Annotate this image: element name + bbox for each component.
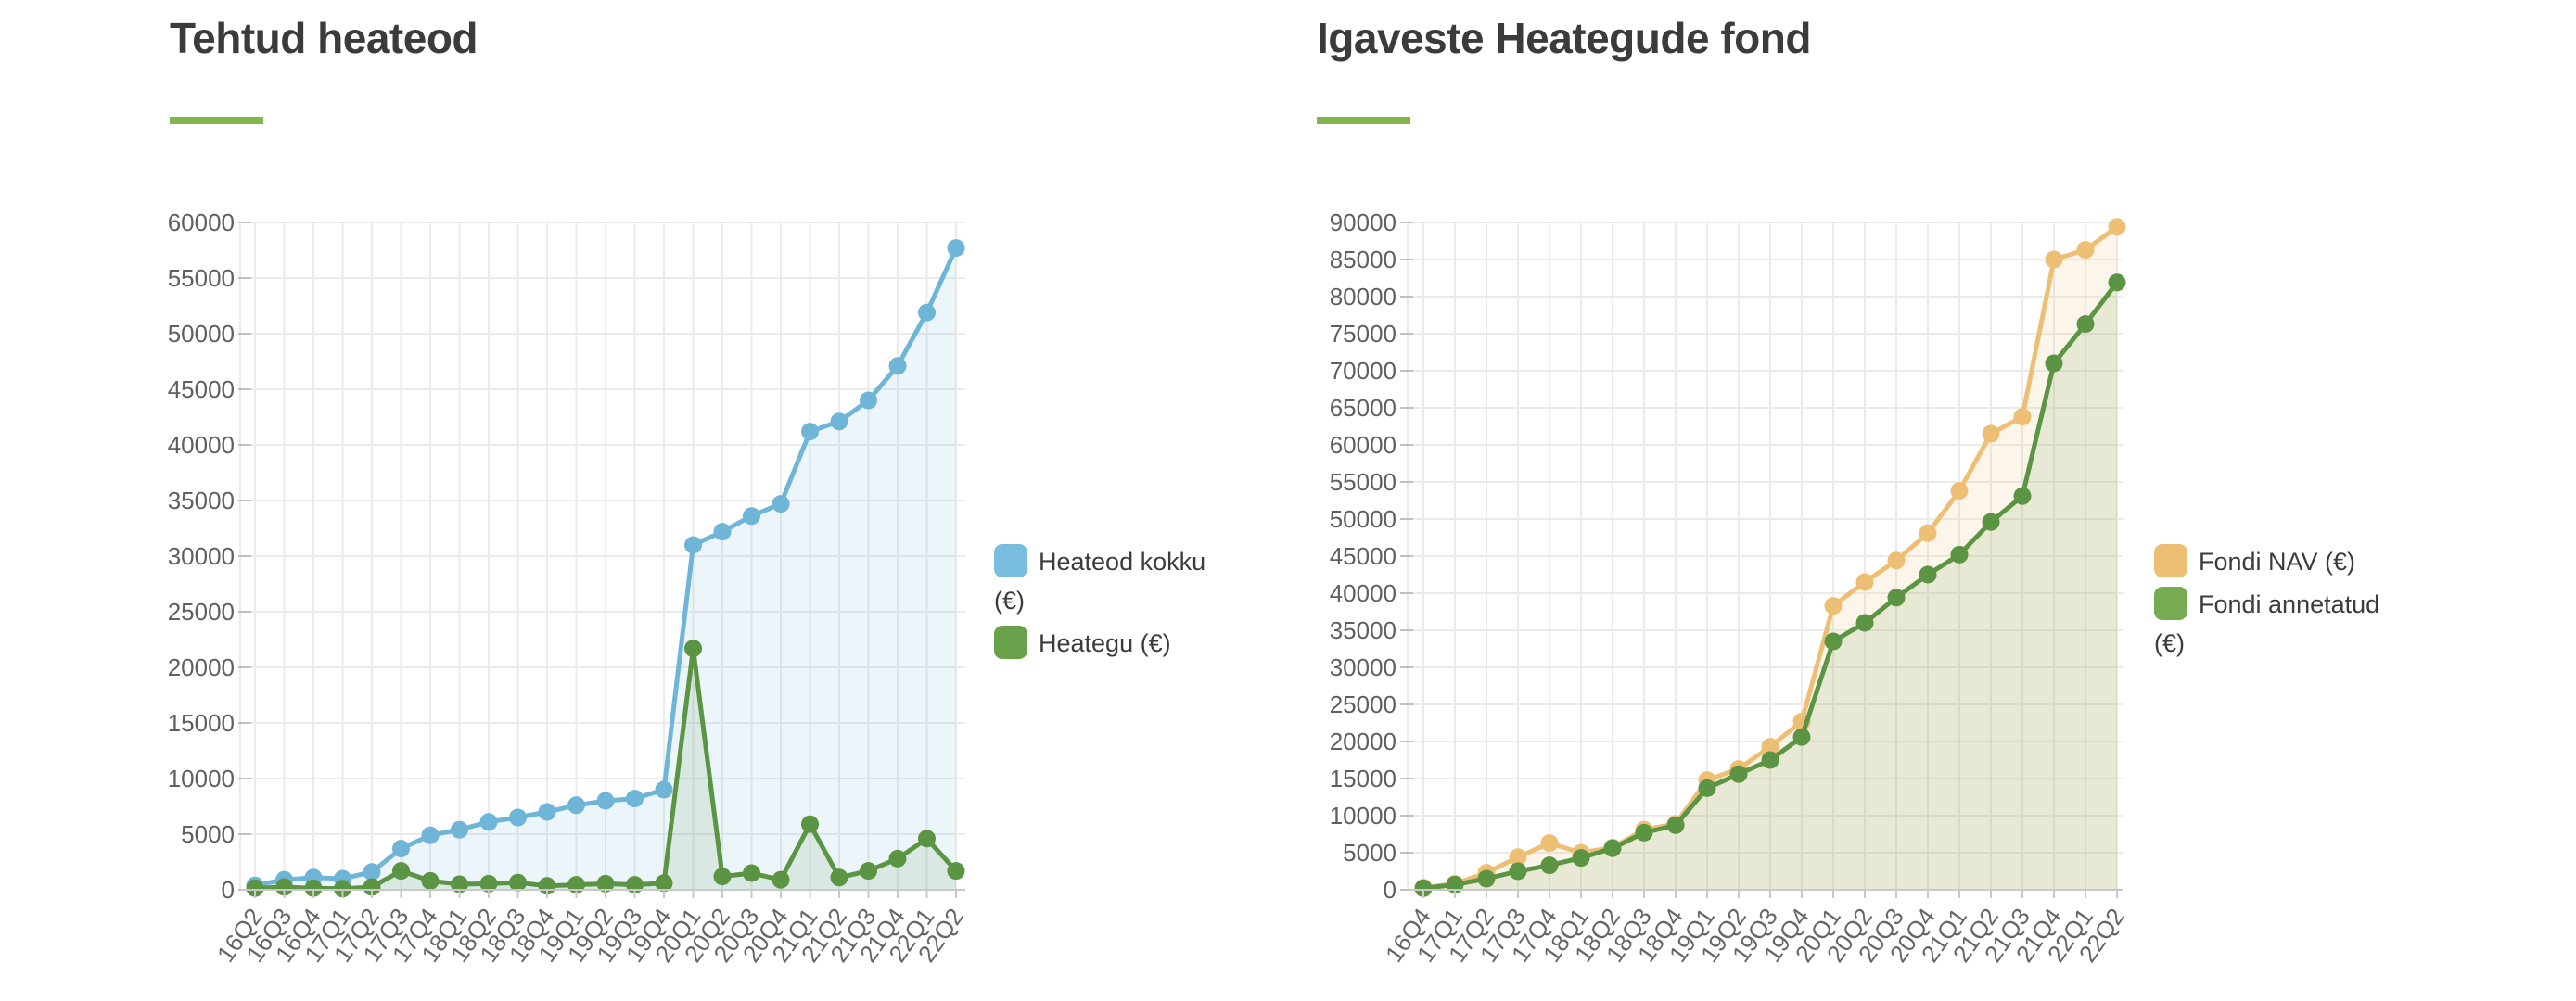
svg-text:50000: 50000 <box>168 320 235 348</box>
legend-item-heategu[interactable]: Heategu (€) <box>994 624 1233 663</box>
chart-legend-tehtud-heateod: Heateod kokku (€) Heategu (€) <box>994 542 1233 666</box>
svg-text:80000: 80000 <box>1330 283 1396 310</box>
svg-text:70000: 70000 <box>1330 357 1396 385</box>
svg-text:90000: 90000 <box>1330 209 1396 236</box>
svg-text:20000: 20000 <box>1330 728 1396 755</box>
svg-text:5000: 5000 <box>1343 839 1396 867</box>
legend-item-fondi-annetatud[interactable]: Fondi annetatud (€) <box>2154 585 2393 663</box>
legend-label-fondi-nav: Fondi NAV (€) <box>2199 548 2356 576</box>
chart-title-tehtud-heateod: Tehtud heateod <box>170 14 478 62</box>
legend-swatch-fondi-nav <box>2154 544 2187 577</box>
title-underline-bar <box>1317 117 1410 124</box>
legend-label-heateod-kokku: Heateod kokku (€) <box>994 548 1206 615</box>
svg-text:45000: 45000 <box>1330 542 1396 570</box>
svg-text:75000: 75000 <box>1330 320 1396 348</box>
svg-text:55000: 55000 <box>168 264 235 292</box>
svg-text:20000: 20000 <box>168 653 235 681</box>
legend-swatch-heateod-kokku <box>994 544 1027 577</box>
chart-plot-igaveste-fond: 0 5000 10000 15000 20000 25000 30000 35000 40000… <box>1330 209 2130 968</box>
legend-label-heategu: Heategu (€) <box>1039 629 1171 657</box>
svg-text:0: 0 <box>222 876 235 904</box>
svg-text:25000: 25000 <box>168 598 235 626</box>
svg-text:60000: 60000 <box>168 209 235 236</box>
svg-text:55000: 55000 <box>1330 468 1396 496</box>
chart-plot-tehtud-heateod: 0 5000 10000 15000 20000 25000 30000 35000 40000… <box>168 209 969 968</box>
svg-text:5000: 5000 <box>181 820 235 848</box>
legend-swatch-fondi-annetatud <box>2154 587 2187 620</box>
svg-text:65000: 65000 <box>1330 394 1396 422</box>
svg-text:45000: 45000 <box>168 375 235 403</box>
legend-label-fondi-annetatud: Fondi annetatud (€) <box>2154 590 2380 657</box>
svg-text:60000: 60000 <box>1330 431 1396 459</box>
svg-text:35000: 35000 <box>1330 616 1396 644</box>
svg-text:10000: 10000 <box>1330 802 1396 830</box>
svg-text:50000: 50000 <box>1330 505 1396 533</box>
svg-text:35000: 35000 <box>168 487 235 514</box>
svg-text:15000: 15000 <box>168 709 235 737</box>
legend-item-heateod-kokku[interactable]: Heateod kokku (€) <box>994 542 1233 620</box>
svg-text:40000: 40000 <box>1330 579 1396 607</box>
svg-text:85000: 85000 <box>1330 246 1396 273</box>
svg-text:10000: 10000 <box>168 765 235 792</box>
svg-text:40000: 40000 <box>168 431 235 459</box>
chart-title-igaveste-fond: Igaveste Heategude fond <box>1317 14 1811 62</box>
svg-text:30000: 30000 <box>1330 653 1396 681</box>
legend-item-fondi-nav[interactable]: Fondi NAV (€) <box>2154 542 2393 581</box>
svg-text:0: 0 <box>1384 876 1396 904</box>
svg-text:30000: 30000 <box>168 542 235 570</box>
svg-text:25000: 25000 <box>1330 691 1396 718</box>
legend-swatch-heategu <box>994 626 1027 659</box>
svg-text:15000: 15000 <box>1330 765 1396 792</box>
title-underline-bar <box>170 117 263 124</box>
chart-legend-igaveste-fond: Fondi NAV (€) Fondi annetatud (€) <box>2154 542 2393 666</box>
